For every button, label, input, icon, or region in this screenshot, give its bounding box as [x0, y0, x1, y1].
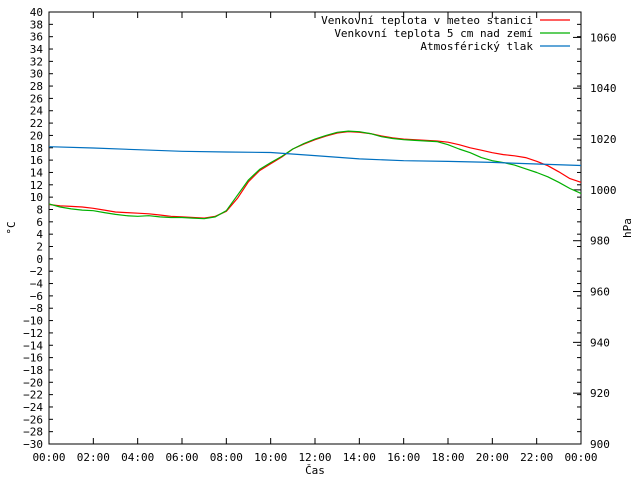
y-tick-label: 14	[30, 166, 44, 179]
y-tick-label: −22	[23, 389, 43, 402]
legend: Venkovní teplota v meteo staniciVenkovní…	[321, 14, 570, 53]
y-tick-label: −28	[23, 426, 43, 439]
y-tick-label: 24	[30, 105, 44, 118]
x-tick-label: 14:00	[343, 451, 376, 464]
y2-tick-label: 920	[590, 387, 610, 400]
y-tick-label: 18	[30, 142, 43, 155]
y-tick-label: 28	[30, 80, 43, 93]
x-tick-label: 02:00	[77, 451, 110, 464]
legend-label: Venkovní teplota v meteo stanici	[321, 14, 533, 27]
y-tick-label: −12	[23, 327, 43, 340]
y-tick-label: 10	[30, 191, 43, 204]
y-tick-label: 2	[36, 241, 43, 254]
x-tick-label: 10:00	[254, 451, 287, 464]
y-tick-label: −6	[30, 290, 43, 303]
x-tick-label: 18:00	[431, 451, 464, 464]
y-tick-label: 4	[36, 228, 43, 241]
y-tick-label: 12	[30, 179, 43, 192]
y-tick-label: −14	[23, 339, 43, 352]
legend-label: Atmosférický tlak	[420, 40, 533, 53]
y2-tick-label: 980	[590, 235, 610, 248]
y-tick-label: −10	[23, 315, 43, 328]
y-tick-label: 16	[30, 154, 43, 167]
x-tick-label: 04:00	[121, 451, 154, 464]
y-tick-label: −16	[23, 352, 43, 365]
series-line-3	[48, 146, 582, 167]
y-tick-label: 6	[36, 216, 43, 229]
legend-label: Venkovní teplota 5 cm nad zemí	[334, 27, 533, 40]
y-tick-label: −20	[23, 376, 43, 389]
right-axis: 1060 1040 1020 1000 980 960 940 920 900	[573, 31, 617, 451]
y-tick-label: −18	[23, 364, 43, 377]
y-tick-label: 0	[36, 253, 43, 266]
y-tick-label: −4	[30, 278, 44, 291]
y2-tick-label: 900	[590, 438, 610, 451]
y-tick-label: −2	[30, 265, 43, 278]
left-axis: 4038363432302826242220181614121086420−2−…	[23, 6, 581, 451]
plot-frame	[48, 11, 582, 445]
y-tick-label: 8	[36, 203, 43, 216]
y2-tick-label: 1020	[590, 133, 617, 146]
y2-tick-label: 960	[590, 286, 610, 299]
x-tick-label: 08:00	[210, 451, 243, 464]
y-tick-label: 40	[30, 6, 43, 19]
series-line-2	[48, 130, 582, 220]
y-tick-label: 30	[30, 68, 43, 81]
y-tick-label: 38	[30, 18, 43, 31]
series-lines	[48, 130, 582, 220]
y2-tick-label: 940	[590, 336, 610, 349]
y-tick-label: −30	[23, 438, 43, 451]
x-tick-label: 16:00	[387, 451, 420, 464]
y-tick-label: 26	[30, 92, 43, 105]
y-tick-label: 20	[30, 129, 43, 142]
y-tick-label: 22	[30, 117, 43, 130]
y2-tick-label: 1040	[590, 82, 617, 95]
y-tick-label: −26	[23, 413, 43, 426]
y-tick-label: 32	[30, 55, 43, 68]
y-axis-label: °C	[5, 221, 18, 234]
y2-tick-label: 1060	[590, 31, 617, 44]
x-tick-label: 12:00	[298, 451, 331, 464]
x-tick-label: 00:00	[564, 451, 597, 464]
y-tick-label: 36	[30, 31, 43, 44]
x-axis: 00:00 02:00 04:00 06:00 08:00 10:00 12:00 14:00…	[32, 12, 598, 464]
x-axis-label: Čas	[305, 464, 325, 477]
y-tick-label: −24	[23, 401, 43, 414]
x-tick-label: 22:00	[520, 451, 553, 464]
x-tick-label: 00:00	[32, 451, 65, 464]
y2-axis-label: hPa	[621, 218, 634, 238]
y2-tick-label: 1000	[590, 184, 617, 197]
series-line-1	[48, 131, 582, 219]
y-tick-label: −8	[30, 302, 43, 315]
x-tick-label: 06:00	[165, 451, 198, 464]
x-tick-label: 20:00	[476, 451, 509, 464]
y-tick-label: 34	[30, 43, 44, 56]
